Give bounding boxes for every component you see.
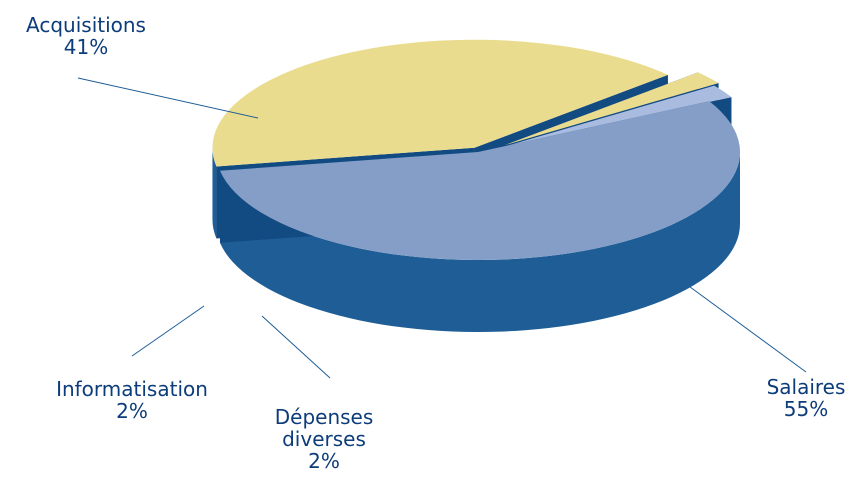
pie-labels: Salaires 55% Acquisitions 41% Informatisatio… — [26, 13, 845, 473]
leader-line-salaires — [685, 283, 807, 373]
label-name-depenses-diverses: diverses — [282, 427, 366, 451]
label-informatisation: Informatisation 2% — [56, 377, 208, 423]
slice-top-depenses-diverses — [500, 85, 732, 148]
leader-lines — [77, 77, 807, 379]
label-percent-salaires: 55% — [784, 397, 828, 421]
leader-line-informatisation — [131, 305, 205, 357]
label-percent-depenses-diverses: 2% — [308, 449, 340, 473]
label-name-acquisitions: Acquisitions — [26, 13, 146, 37]
leader-line-acquisitions — [77, 77, 259, 119]
label-percent-acquisitions: 41% — [64, 35, 108, 59]
label-salaires: Salaires 55% — [767, 375, 846, 421]
slice-top-informatisation — [504, 72, 719, 146]
slice-top-salaires — [219, 101, 741, 260]
label-name-depenses-diverses: Dépenses — [275, 405, 374, 429]
label-name-salaires: Salaires — [767, 375, 846, 399]
slice-top-acquisitions — [212, 39, 668, 167]
label-depenses-diverses: Dépenses diverses 2% — [275, 405, 374, 473]
leader-line-depenses-diverses — [261, 315, 331, 379]
label-name-informatisation: Informatisation — [56, 377, 208, 401]
label-acquisitions: Acquisitions 41% — [26, 13, 146, 59]
label-percent-informatisation: 2% — [116, 399, 148, 423]
slice-salaires — [219, 101, 741, 333]
slice-side-salaires — [219, 152, 741, 333]
slice-side-acquisitions — [212, 147, 217, 239]
pie-slices — [212, 39, 741, 333]
